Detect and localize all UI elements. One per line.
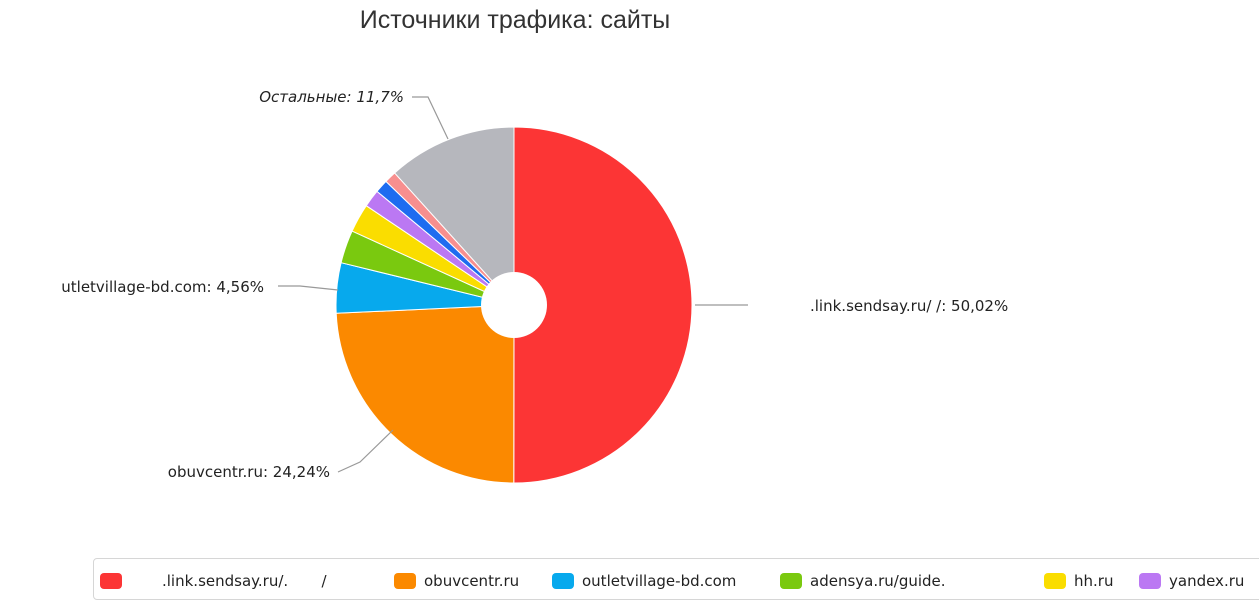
pie-slice[interactable]	[335, 304, 515, 484]
legend-label: .link.sendsay.ru/. /	[162, 572, 327, 590]
legend-label: yandex.ru	[1169, 572, 1245, 590]
legend-swatch	[100, 573, 122, 589]
slice-label: Остальные: 11,7%	[259, 88, 404, 106]
pie-chart: .link.sendsay.ru/ /: 50,02% obuvcentr.ru:…	[61, 88, 1008, 484]
legend-item[interactable]: yandex.ru	[1139, 571, 1244, 591]
slice-label: obuvcentr.ru: 24,24%	[168, 463, 330, 481]
chart-title: Источники трафика: сайты	[359, 6, 671, 34]
legend-swatch	[394, 573, 416, 589]
legend-label: adensya.ru/guide.	[810, 572, 946, 590]
legend-label: obuvcentr.ru	[424, 572, 520, 590]
legend-label: outletvillage-bd.com	[582, 572, 737, 590]
label-connector	[337, 429, 394, 473]
legend-swatch	[552, 573, 574, 589]
legend-swatch	[1139, 573, 1161, 589]
legend-label: hh.ru	[1074, 572, 1114, 590]
legend-item[interactable]: hh.ru	[1044, 571, 1113, 591]
legend-item[interactable]: adensya.ru/guide.	[780, 571, 946, 591]
pie-center-hole	[481, 272, 547, 338]
pie-slice[interactable]	[513, 126, 693, 484]
legend-item[interactable]: obuvcentr.ru	[394, 571, 519, 591]
slice-label: .link.sendsay.ru/ /: 50,02%	[810, 297, 1008, 315]
chart-legend: .link.sendsay.ru/. / obuvcentr.ru outlet…	[93, 558, 1259, 600]
legend-item[interactable]: outletvillage-bd.com	[552, 571, 736, 591]
pie-slice[interactable]	[393, 126, 515, 307]
label-connector	[278, 285, 339, 291]
legend-swatch	[780, 573, 802, 589]
label-connector	[412, 96, 449, 140]
slice-label: utletvillage-bd.com: 4,56%	[61, 278, 264, 296]
legend-item[interactable]: .link.sendsay.ru/. /	[100, 571, 327, 591]
legend-swatch	[1044, 573, 1066, 589]
